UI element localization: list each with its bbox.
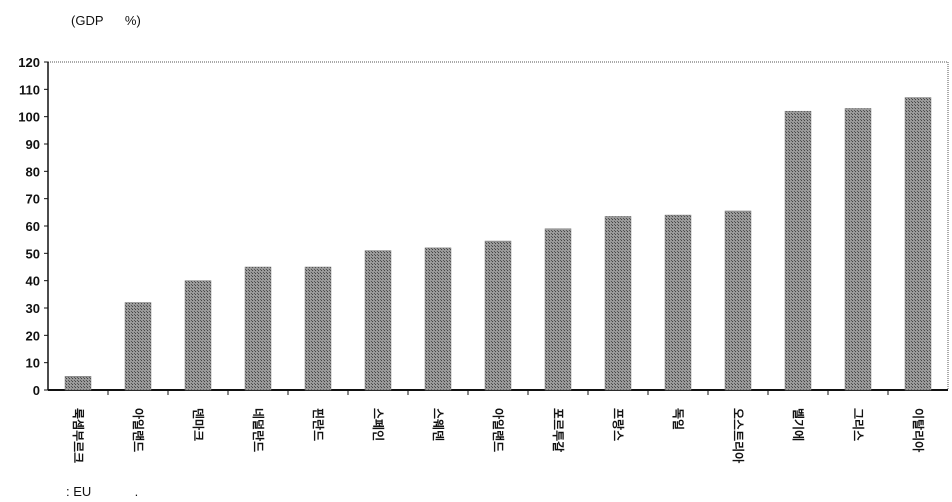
y-tick-label: 100 [18, 110, 40, 125]
bar [544, 228, 572, 391]
y-tick-label: 110 [19, 82, 40, 97]
bar [604, 216, 632, 391]
y-tick-label: 120 [18, 55, 40, 70]
x-tick-label: 독일 [671, 408, 685, 430]
y-tick-label: 0 [33, 383, 40, 398]
x-tick-label: 포르투갈 [551, 408, 565, 452]
unit-label: (GDP %) [71, 13, 141, 28]
x-tick-label: 아일랜드 [491, 408, 506, 452]
y-tick-label: 80 [26, 164, 40, 179]
bar [904, 97, 932, 391]
x-tick-label: 이탈리아 [911, 408, 926, 452]
y-tick-label: 70 [26, 192, 40, 207]
bar [484, 240, 512, 391]
y-tick-label: 90 [26, 137, 40, 152]
y-tick-label: 10 [26, 356, 40, 371]
bar [664, 214, 692, 391]
x-tick-label: 아일랜드 [131, 408, 146, 452]
bar [844, 108, 872, 391]
x-tick-label: 스페인 [371, 408, 386, 441]
bar [64, 376, 92, 391]
plot-area: 0 10 20 30 40 50 60 70 80 90 100 110 120 룩셈부르크 아일랜드 덴마크… [18, 55, 949, 463]
bar [784, 110, 812, 391]
y-tick-label: 30 [26, 301, 40, 316]
x-tick-label: 네덜란드 [251, 408, 266, 452]
bar [184, 280, 212, 391]
y-tick-label: 50 [26, 246, 40, 261]
y-tick-label: 60 [26, 219, 40, 234]
x-tick-label: 프랑스 [611, 408, 625, 441]
bar [304, 266, 332, 391]
bar [724, 210, 752, 391]
y-tick-label: 20 [26, 328, 40, 343]
footnote: : EU . [66, 484, 139, 499]
x-tick-label: 덴마크 [191, 408, 206, 441]
bar [244, 266, 272, 391]
x-tick-label: 그리스 [851, 408, 866, 441]
x-tick-label: 벨기에 [791, 408, 806, 441]
y-tick-label: 40 [26, 274, 40, 289]
x-tick-label: 핀란드 [311, 408, 326, 441]
bar [424, 247, 452, 391]
bar [124, 302, 152, 391]
bar-chart: 0 10 20 30 40 50 60 70 80 90 100 110 120 룩셈부르크 아일랜드 덴마크… [18, 55, 949, 463]
x-tick-label: 룩셈부르크 [71, 408, 86, 463]
bar [364, 250, 392, 391]
x-tick-label: 오스트리아 [731, 408, 746, 463]
x-tick-label: 스웨덴 [431, 408, 446, 441]
